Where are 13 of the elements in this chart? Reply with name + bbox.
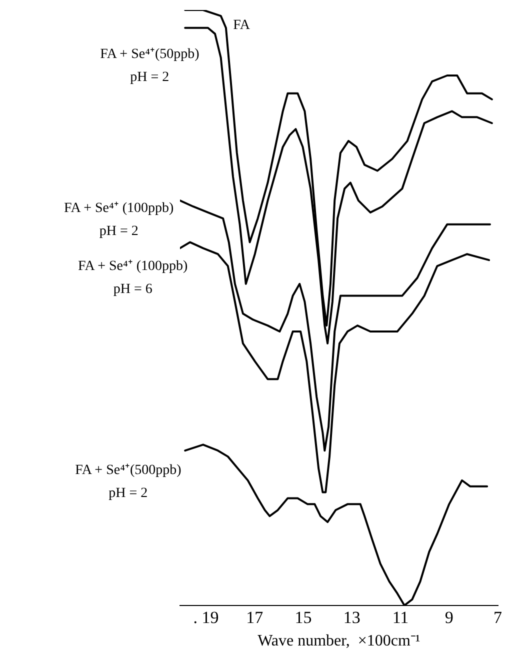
series-label: FA + Se⁴⁺ (100ppb) pH = 2 xyxy=(64,200,174,241)
series-label: FA + Se⁴⁺(500ppb) pH = 2 xyxy=(75,462,182,503)
x-tick-label: 15 xyxy=(294,608,312,628)
x-tick-label: 7 xyxy=(494,608,502,628)
series-label: FA xyxy=(233,16,250,34)
series-label: FA + Se⁴⁺(50ppb) pH = 2 xyxy=(100,46,200,87)
x-tick-label: 17 xyxy=(246,608,264,628)
x-axis-title: Wave number, ×100cm⁻¹ xyxy=(258,632,420,650)
series-label: FA + Se⁴⁺ (100ppb) pH = 6 xyxy=(78,258,188,300)
x-tick-label: 13 xyxy=(343,608,360,628)
x-tick-label: . 19 xyxy=(193,608,219,628)
x-tick-label: 11 xyxy=(392,608,409,628)
x-tick-label: 9 xyxy=(444,608,454,628)
